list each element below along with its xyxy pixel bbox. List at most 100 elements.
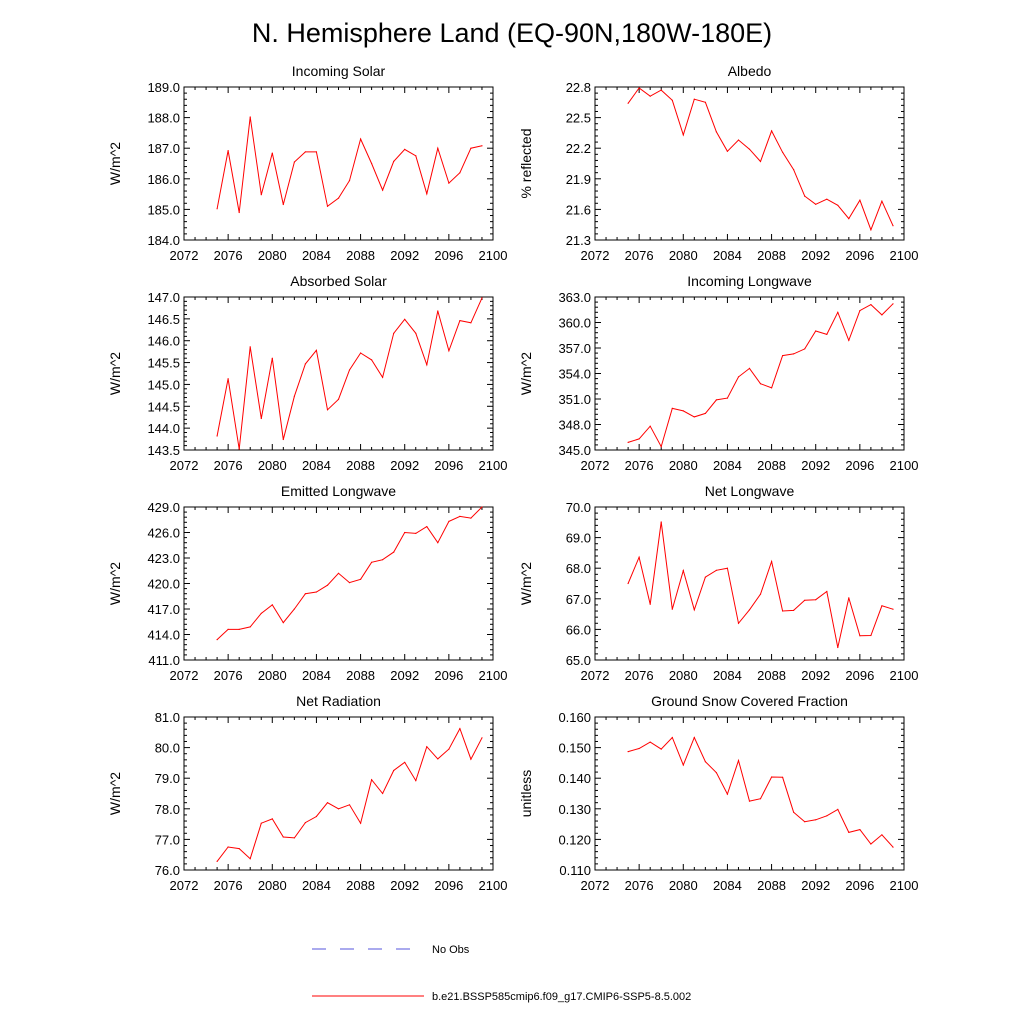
panel-title: Absorbed Solar bbox=[290, 273, 387, 289]
data-point bbox=[704, 101, 707, 103]
data-point bbox=[859, 635, 861, 637]
data-point bbox=[660, 446, 662, 448]
data-point bbox=[249, 346, 251, 348]
data-point bbox=[260, 194, 262, 196]
x-tick-label: 2080 bbox=[669, 458, 698, 473]
x-tick-label: 2100 bbox=[479, 458, 508, 473]
x-tick-label: 2084 bbox=[713, 878, 742, 893]
data-point bbox=[293, 837, 295, 839]
data-point bbox=[793, 609, 795, 612]
data-point bbox=[649, 741, 651, 743]
data-point bbox=[793, 811, 795, 813]
data-point bbox=[638, 87, 640, 89]
y-tick-label: 81.0 bbox=[155, 710, 180, 725]
chart-panel-5: Emitted Longwave W/m^2 2072 2076 2080 2084 208… bbox=[107, 483, 507, 683]
series-line bbox=[627, 521, 894, 648]
panel-title: Albedo bbox=[728, 63, 772, 79]
data-point bbox=[771, 130, 773, 132]
data-point bbox=[282, 438, 284, 441]
data-point bbox=[481, 737, 483, 739]
x-tick-label: 2072 bbox=[581, 878, 610, 893]
data-point bbox=[448, 182, 450, 184]
y-tick-label: 411.0 bbox=[148, 653, 180, 668]
data-point bbox=[704, 576, 707, 578]
data-point bbox=[782, 355, 784, 357]
data-point bbox=[848, 831, 850, 834]
data-point bbox=[304, 593, 306, 595]
data-point bbox=[682, 134, 684, 136]
x-tick-label: 2092 bbox=[801, 458, 830, 473]
data-point bbox=[848, 339, 850, 341]
series-line bbox=[216, 727, 483, 862]
chart-panel-8: Ground Snow Covered Fraction unitless 2072… bbox=[518, 693, 918, 893]
data-point bbox=[671, 407, 673, 409]
data-point bbox=[293, 395, 295, 397]
x-tick-label: 2072 bbox=[170, 878, 199, 893]
data-point bbox=[693, 416, 695, 418]
data-point bbox=[804, 599, 806, 601]
data-point bbox=[638, 556, 640, 558]
data-point bbox=[437, 310, 439, 312]
data-point bbox=[848, 218, 850, 220]
data-point bbox=[870, 229, 872, 231]
x-tick-label: 2088 bbox=[346, 248, 375, 263]
x-tick-label: 2092 bbox=[390, 248, 419, 263]
data-point bbox=[315, 151, 317, 153]
data-point bbox=[837, 311, 839, 313]
y-axis-label: unitless bbox=[518, 770, 534, 817]
data-point bbox=[227, 378, 229, 380]
data-point bbox=[315, 591, 317, 593]
data-point bbox=[282, 203, 284, 206]
data-point bbox=[693, 736, 695, 739]
data-point bbox=[815, 330, 817, 332]
data-point bbox=[671, 99, 673, 101]
data-point bbox=[293, 608, 295, 610]
panel-title: Ground Snow Covered Fraction bbox=[651, 693, 848, 709]
y-tick-label: 144.0 bbox=[147, 421, 180, 436]
data-point bbox=[671, 736, 673, 739]
series-line bbox=[216, 297, 483, 450]
x-tick-label: 2080 bbox=[669, 668, 698, 683]
y-axis-label: W/m^2 bbox=[107, 142, 123, 185]
x-tick-label: 2080 bbox=[258, 458, 287, 473]
data-point bbox=[360, 578, 362, 580]
data-point bbox=[815, 599, 817, 601]
data-point bbox=[627, 441, 629, 443]
y-tick-label: 189.0 bbox=[147, 80, 180, 95]
data-point bbox=[881, 834, 883, 836]
x-tick-label: 2084 bbox=[302, 878, 331, 893]
x-tick-label: 2092 bbox=[801, 878, 830, 893]
data-point bbox=[771, 560, 773, 563]
y-tick-label: 414.0 bbox=[147, 628, 180, 643]
y-tick-label: 79.0 bbox=[155, 771, 180, 786]
data-point bbox=[470, 322, 472, 324]
data-point bbox=[804, 821, 806, 823]
data-point bbox=[238, 211, 240, 214]
y-tick-label: 187.0 bbox=[147, 141, 180, 156]
x-tick-label: 2076 bbox=[625, 248, 654, 263]
y-tick-label: 21.9 bbox=[566, 172, 591, 187]
data-point bbox=[804, 348, 806, 350]
plot-frame bbox=[183, 296, 494, 451]
x-tick-label: 2072 bbox=[581, 248, 610, 263]
data-point bbox=[837, 646, 839, 649]
data-point bbox=[404, 531, 406, 534]
data-point bbox=[726, 150, 729, 152]
x-tick-label: 2076 bbox=[625, 458, 654, 473]
data-point bbox=[748, 367, 751, 369]
x-tick-label: 2100 bbox=[479, 248, 508, 263]
data-point bbox=[759, 593, 762, 595]
data-point bbox=[393, 160, 395, 162]
data-point bbox=[881, 314, 883, 316]
data-point bbox=[216, 860, 218, 863]
y-tick-label: 184.0 bbox=[147, 233, 180, 248]
x-tick-label: 2096 bbox=[434, 668, 463, 683]
data-point bbox=[459, 515, 461, 518]
data-point bbox=[737, 622, 740, 624]
x-tick-label: 2076 bbox=[214, 248, 243, 263]
y-tick-label: 363.0 bbox=[558, 290, 591, 305]
x-tick-label: 2076 bbox=[214, 878, 243, 893]
data-point bbox=[326, 205, 329, 207]
data-point bbox=[748, 609, 751, 611]
plot-frame bbox=[594, 506, 905, 661]
